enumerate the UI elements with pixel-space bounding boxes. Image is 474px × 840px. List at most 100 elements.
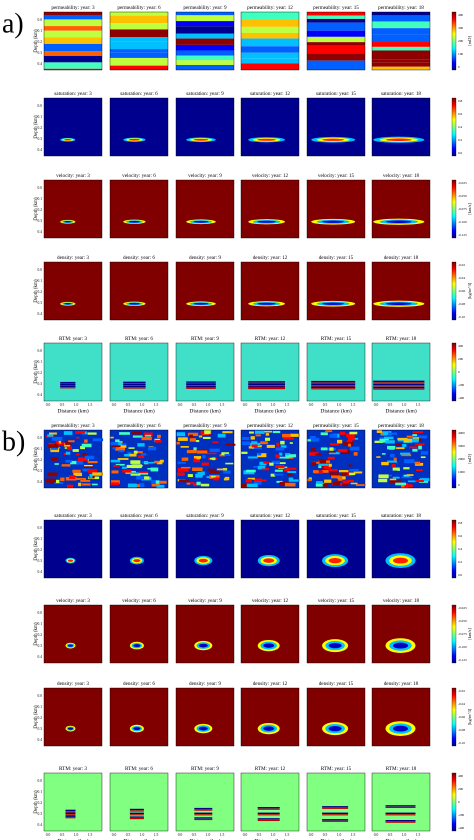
blob bbox=[50, 457, 59, 461]
blob bbox=[208, 468, 216, 471]
frame bbox=[371, 772, 431, 832]
blob bbox=[392, 467, 400, 471]
reflector bbox=[186, 386, 216, 388]
reflector bbox=[248, 387, 285, 390]
blob bbox=[111, 470, 119, 474]
blob bbox=[110, 436, 114, 439]
blob bbox=[403, 467, 410, 470]
blob bbox=[282, 433, 291, 438]
y-tick-label: 0.4 bbox=[38, 738, 43, 742]
y-tick-label: 0.3 bbox=[38, 559, 43, 563]
blob bbox=[308, 452, 319, 456]
blob bbox=[197, 450, 208, 454]
blob bbox=[416, 469, 423, 472]
plume bbox=[257, 302, 276, 305]
plume bbox=[328, 643, 342, 649]
blob bbox=[202, 455, 206, 459]
colorbar-tick-label: -400 bbox=[458, 396, 465, 400]
blob bbox=[260, 441, 268, 445]
y-tick-label: 0.4 bbox=[38, 570, 43, 574]
y-axis-label: Depth (km) bbox=[34, 705, 39, 729]
blob bbox=[87, 460, 98, 464]
x-tick-label: 0.0 bbox=[309, 833, 314, 837]
y-tick-label: 0.2 bbox=[38, 458, 43, 462]
reflector bbox=[65, 814, 76, 816]
blob bbox=[246, 469, 256, 473]
x-axis-label: Distance (km) bbox=[385, 837, 416, 840]
layer bbox=[307, 30, 365, 37]
blob bbox=[75, 436, 80, 439]
blob bbox=[155, 480, 160, 484]
colorbar-tick-label: 0.6 bbox=[458, 534, 463, 538]
blob bbox=[159, 459, 164, 463]
blob bbox=[180, 466, 191, 469]
plume bbox=[128, 220, 140, 223]
layer bbox=[307, 45, 365, 54]
blob bbox=[329, 447, 334, 451]
x-tick-label: 1.0 bbox=[140, 403, 145, 407]
reflector bbox=[123, 385, 146, 388]
x-tick-label: 0.0 bbox=[112, 403, 117, 407]
blob bbox=[328, 469, 338, 472]
blob bbox=[324, 479, 332, 483]
frame bbox=[306, 261, 366, 321]
blob bbox=[320, 432, 328, 436]
blob bbox=[381, 453, 386, 455]
blob bbox=[141, 436, 152, 441]
layer bbox=[44, 68, 102, 70]
colorbar-tick-label: 0.2 bbox=[458, 560, 463, 564]
blob bbox=[225, 462, 234, 465]
layer bbox=[176, 38, 234, 45]
subplot-title: RTM: year: 6 bbox=[125, 336, 153, 342]
colorbar-tick-label: -0.075 bbox=[458, 632, 467, 636]
frame bbox=[43, 604, 103, 664]
frame bbox=[306, 604, 366, 664]
colorbar-label: [km/s] bbox=[467, 203, 472, 215]
layer bbox=[176, 60, 234, 65]
blob bbox=[378, 474, 389, 479]
plume bbox=[328, 726, 342, 732]
layer bbox=[372, 12, 430, 16]
plume bbox=[322, 138, 345, 141]
blob bbox=[222, 431, 233, 434]
subplot-title: RTM: year: 15 bbox=[321, 336, 352, 342]
plume bbox=[393, 557, 408, 564]
y-tick-label: 0.1 bbox=[38, 115, 43, 119]
y-tick-label: 0.2 bbox=[38, 40, 43, 44]
blob bbox=[186, 449, 197, 454]
layer bbox=[176, 21, 234, 27]
blob bbox=[110, 482, 119, 486]
blob bbox=[346, 433, 355, 438]
colorbar-tick-label: 2000 bbox=[458, 457, 465, 461]
reflector bbox=[194, 812, 213, 814]
y-tick-label: 0.1 bbox=[38, 537, 43, 541]
blob bbox=[73, 472, 83, 477]
reflector bbox=[311, 386, 356, 389]
layer bbox=[44, 62, 102, 69]
colorbar-tick-label: 0 bbox=[458, 370, 460, 374]
blob bbox=[326, 450, 337, 453]
plume bbox=[386, 220, 412, 223]
blob bbox=[131, 464, 142, 469]
frame bbox=[306, 429, 366, 489]
y-axis-label: Depth (km) bbox=[34, 197, 39, 221]
frame bbox=[109, 261, 169, 321]
blob bbox=[225, 443, 236, 446]
blob bbox=[271, 460, 280, 464]
image-bg bbox=[44, 343, 102, 401]
blob bbox=[259, 461, 267, 466]
blob bbox=[55, 440, 59, 444]
reflector bbox=[311, 380, 356, 383]
blob bbox=[401, 454, 412, 457]
blob bbox=[262, 430, 273, 433]
colorbar-tick-label: 400 bbox=[458, 344, 463, 348]
blob bbox=[45, 478, 56, 483]
blob bbox=[181, 457, 189, 461]
blob bbox=[327, 456, 335, 460]
x-tick-label: 0.0 bbox=[374, 403, 379, 407]
blob bbox=[192, 467, 203, 471]
blob bbox=[347, 443, 351, 447]
image-bg bbox=[176, 605, 234, 663]
y-tick-label: 0.0 bbox=[38, 779, 43, 783]
image-bg bbox=[110, 343, 168, 401]
